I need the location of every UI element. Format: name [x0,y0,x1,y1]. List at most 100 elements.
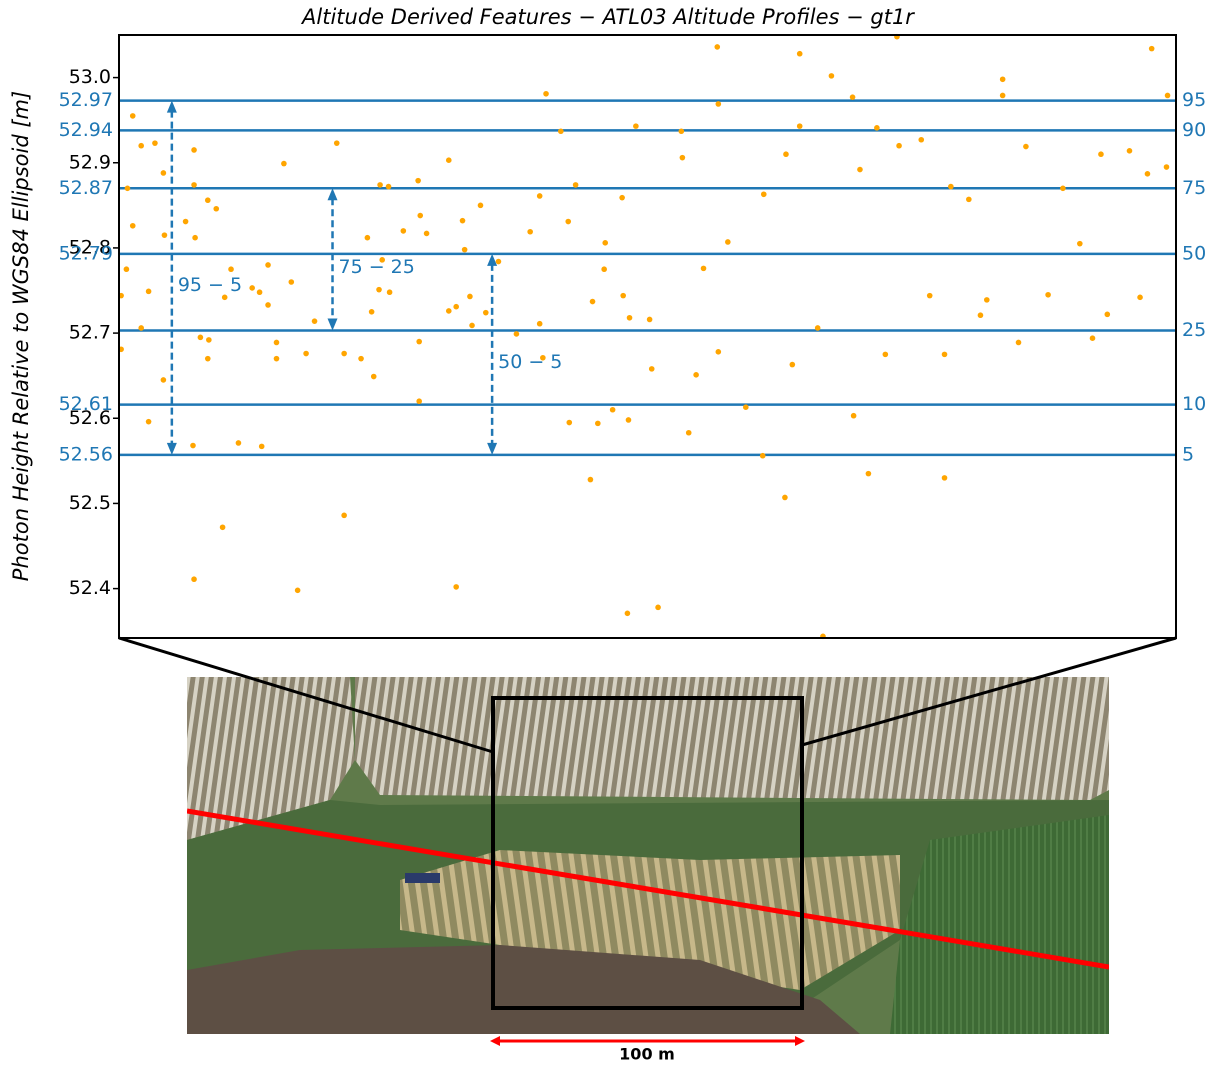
photon-point [124,266,130,272]
percentile-value-label: 52.56 [59,443,113,465]
photon-point [462,247,468,253]
photon-point [386,184,392,190]
photon-point [190,443,196,449]
photon-point [610,407,616,413]
photon-point [647,317,653,323]
photon-point [281,161,287,167]
photon-point [625,611,631,617]
photon-point [162,232,168,238]
photon-point [205,197,211,203]
arrow-head [167,101,177,113]
photon-point [588,477,594,483]
figure: 100 m Altitude Derived Features − ATL03 … [0,0,1216,1066]
percentile-label: 10 [1182,393,1206,415]
photon-point [191,147,197,153]
chart-title: Altitude Derived Features − ATL03 Altitu… [300,5,915,29]
photon-point [701,266,707,272]
photon-point [453,304,459,310]
photon-point [829,73,835,79]
photon-point [655,605,661,611]
photon-point [601,266,607,272]
percentile-label: 90 [1182,119,1206,141]
photon-point [236,440,242,446]
photon-point [716,101,722,107]
photon-point [1023,144,1029,150]
photon-point [259,444,265,450]
y-tick-label: 52.7 [69,322,111,344]
arrow-label: 75 − 25 [339,256,415,278]
photon-point [565,219,571,225]
photon-point [460,218,466,224]
y-tick-label: 53.0 [69,66,111,88]
photon-point [716,349,722,355]
photon-point [152,140,158,146]
photon-point [693,372,699,378]
photon-point [130,113,136,119]
y-tick-label: 52.5 [69,492,111,514]
photon-point [1000,93,1006,99]
scale-bar-head [795,1036,805,1046]
percentile-label: 75 [1182,177,1206,199]
photon-point [446,157,452,163]
photon-point [213,206,219,212]
percentile-value-label: 52.94 [59,119,113,141]
photon-point [376,287,382,293]
photon-point [220,524,226,530]
photon-point [265,302,271,308]
photon-point [627,315,633,321]
photon-point [790,362,796,368]
photon-point [761,191,767,197]
photon-point [1165,93,1171,99]
photon-point [228,266,234,272]
photon-point [205,356,211,362]
photon-point [649,366,655,372]
photon-point [415,178,421,184]
photon-point [377,182,383,188]
photon-point [1016,340,1022,346]
arrow-label: 95 − 5 [178,274,242,296]
photon-point [453,584,459,590]
photon-point [760,453,766,459]
percentile-label: 50 [1182,242,1206,264]
photon-point [782,495,788,501]
photon-point [857,167,863,173]
photon-point [1145,171,1151,177]
photon-point [483,310,489,316]
photon-point [1149,46,1155,52]
arrow-head [167,443,177,455]
percentile-value-label: 52.87 [59,177,113,199]
percentile-label: 25 [1182,319,1206,341]
photon-point [496,259,502,265]
arrow-head [487,254,497,266]
photon-point [896,143,902,149]
photon-point [358,356,364,362]
percentile-value-label: 52.61 [59,393,113,415]
photon-point [191,576,197,582]
photon-point [303,351,309,357]
photon-point [125,186,131,192]
photon-point [815,325,821,331]
photon-point [417,213,423,219]
arrow-label: 50 − 5 [498,351,562,373]
photon-point [1164,164,1170,170]
photon-point [130,223,136,229]
photon-point [883,352,889,358]
photon-point [850,94,856,100]
photon-point [249,285,255,291]
photon-point [714,44,720,50]
photon-point [191,182,197,188]
photon-point [387,289,393,295]
photon-point [416,398,422,404]
photon-point [146,289,152,295]
photon-point [725,239,731,245]
photon-point [602,240,608,246]
photon-point [680,155,686,161]
photon-point [467,294,473,300]
photon-point [183,219,189,225]
percentile-label: 95 [1182,89,1206,111]
photon-point [942,352,948,358]
y-axis-label: Photon Height Relative to WGS84 Ellipsoi… [9,91,33,581]
photon-point [633,123,639,129]
photon-point [365,235,371,241]
